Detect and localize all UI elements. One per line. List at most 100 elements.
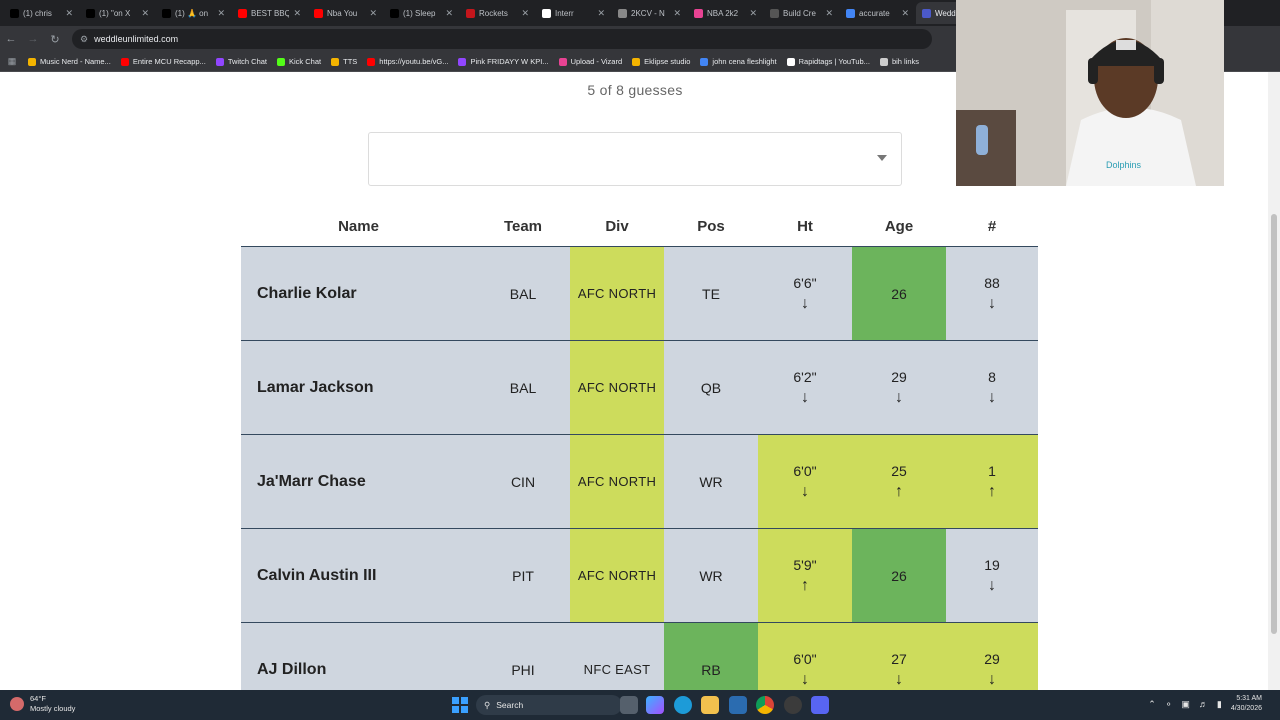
back-arrow-icon[interactable]: ← [5, 33, 17, 45]
bookmark-item[interactable]: Upload - Vizard [558, 57, 622, 66]
chevron-down-icon[interactable] [877, 155, 887, 161]
column-header-number: # [987, 218, 997, 235]
browser-tab[interactable]: Nba You ✕ [308, 2, 383, 24]
column-header-pos: Pos [697, 218, 725, 235]
height-cell: 6'0" ↓ [758, 435, 852, 528]
close-tab-icon[interactable]: ✕ [597, 7, 605, 18]
position-cell-value: WR [699, 473, 723, 490]
url-text: weddleunlimited.com [94, 34, 179, 44]
close-tab-icon[interactable]: ✕ [825, 7, 833, 18]
bookmark-item[interactable]: Entire MCU Recapp... [120, 57, 206, 66]
browser-tab[interactable]: Interr ✕ [536, 2, 611, 24]
clock[interactable]: 5:31 AM 4/30/2026 [1231, 694, 1262, 714]
division-cell-value: NFC EAST [583, 662, 651, 677]
direction-arrow-icon: ↓ [988, 670, 996, 688]
height-cell: 5'9" ↑ [758, 529, 852, 622]
bookmark-item[interactable]: https://youtu.be/vG... [367, 57, 448, 66]
browser-tab[interactable]: (1) Sleep ✕ [384, 2, 459, 24]
network-icon[interactable]: ▣ [1181, 698, 1190, 709]
direction-arrow-icon: ↓ [988, 294, 996, 312]
chrome-icon[interactable] [756, 696, 774, 714]
address-bar[interactable]: ⚙ weddleunlimited.com [72, 29, 932, 49]
position-cell: RB [664, 623, 758, 690]
bookmark-item[interactable]: bih links [879, 57, 919, 66]
close-tab-icon[interactable]: ✕ [293, 7, 301, 18]
bookmark-item[interactable]: Kick Chat [277, 57, 321, 66]
close-tab-icon[interactable]: ✕ [445, 7, 453, 18]
close-tab-icon[interactable]: ✕ [749, 7, 757, 18]
chevron-up-icon[interactable]: ⌃ [1148, 698, 1156, 709]
bookmark-label: Kick Chat [289, 57, 322, 66]
weather-temp: 64°F [30, 694, 46, 703]
browser-tab[interactable]: NBA 2k2 ✕ [688, 2, 763, 24]
browser-tab[interactable]: accurate ✕ [840, 2, 915, 24]
volume-icon[interactable]: ♬ [1198, 699, 1208, 709]
browser-tab[interactable]: 2KCV - N ✕ [612, 2, 687, 24]
column-header-name: Name [338, 218, 379, 235]
discord-icon[interactable] [811, 696, 829, 714]
close-tab-icon[interactable]: ✕ [521, 7, 529, 18]
bookmark-item[interactable]: Twitch Chat [215, 57, 267, 66]
edge-icon[interactable] [674, 696, 692, 714]
team-cell-value: BAL [509, 285, 537, 302]
age-cell: 29 ↓ [852, 341, 946, 434]
task-view-icon[interactable] [620, 696, 638, 714]
bookmark-item[interactable]: john cena fleshlight [700, 57, 777, 66]
store-icon[interactable] [729, 696, 747, 714]
windows-taskbar: 64°F Mostly cloudy ⚲ Search ⌃ ⚬ ▣ ♬ ▮ 5:… [0, 690, 1280, 720]
browser-tab[interactable]: BEST BBQ ✕ [232, 2, 307, 24]
browser-tab[interactable]: (1) chris ✕ [4, 2, 79, 24]
bookmark-item[interactable]: TTS [331, 57, 357, 66]
age-cell-value: 27 [891, 650, 907, 667]
tab-title: accurate [859, 8, 890, 18]
bookmark-label: https://youtu.be/vG... [379, 57, 449, 66]
microphone-icon[interactable]: ⚬ [1164, 698, 1173, 709]
bookmark-item[interactable]: Music Nerd - Name... [28, 57, 111, 66]
weather-widget[interactable]: 64°F Mostly cloudy [10, 694, 75, 714]
player-guess-dropdown[interactable] [368, 132, 902, 186]
apps-grid-icon[interactable]: ▦ [7, 56, 17, 66]
close-tab-icon[interactable]: ✕ [65, 7, 73, 18]
height-cell-value: 6'6" [793, 274, 817, 291]
reload-icon[interactable]: ↻ [50, 33, 60, 46]
close-tab-icon[interactable]: ✕ [141, 7, 149, 18]
player-name-value: Charlie Kolar [257, 284, 357, 302]
division-cell: AFC NORTH [570, 341, 664, 434]
jersey-number-cell: 19 ↓ [946, 529, 1038, 622]
bookmark-favicon-icon [367, 57, 376, 66]
browser-tab[interactable]: Rockets ✕ [460, 2, 535, 24]
file-explorer-icon[interactable] [701, 696, 719, 714]
obs-icon[interactable] [784, 696, 802, 714]
close-tab-icon[interactable]: ✕ [369, 7, 377, 18]
browser-tab[interactable]: Build Cre ✕ [764, 2, 839, 24]
bookmark-label: TTS [343, 57, 358, 66]
height-cell: 6'6" ↓ [758, 247, 852, 340]
bookmark-item[interactable]: Pink FRIDAYY W KPI... [458, 57, 549, 66]
close-tab-icon[interactable]: ✕ [673, 7, 681, 18]
battery-icon[interactable]: ▮ [1216, 698, 1222, 709]
division-cell: AFC NORTH [570, 529, 664, 622]
scrollbar-thumb[interactable] [1271, 214, 1277, 634]
page-scrollbar[interactable] [1268, 72, 1280, 690]
forward-arrow-icon[interactable]: → [27, 33, 39, 45]
browser-tab[interactable]: (1) "on X ✕ [80, 2, 155, 24]
browser-tab[interactable]: (1) 🙏 on ✕ [156, 2, 231, 24]
jersey-number-cell-value: 29 [984, 650, 1000, 667]
age-cell-value: 25 [891, 462, 907, 479]
jersey-number-cell-value: 19 [984, 556, 1000, 573]
player-name-value: Ja'Marr Chase [257, 472, 366, 490]
windows-start-icon[interactable] [452, 697, 468, 713]
direction-arrow-icon: ↓ [801, 670, 809, 688]
site-info-icon[interactable]: ⚙ [80, 33, 89, 44]
copilot-icon[interactable] [646, 696, 664, 714]
guess-table: Charlie Kolar BAL AFC NORTH TE 6'6" ↓ 26 88 ↓ Lam… [241, 246, 1038, 690]
weather-desc: Mostly cloudy [30, 704, 76, 713]
close-tab-icon[interactable]: ✕ [901, 7, 909, 18]
bookmark-item[interactable]: Eklipse studio [632, 57, 690, 66]
tab-favicon-icon [390, 8, 399, 18]
taskbar-search[interactable]: ⚲ Search [476, 695, 622, 715]
taskbar-search-label: Search [496, 700, 524, 710]
bookmark-item[interactable]: Rapidtags | YouTub... [786, 57, 870, 66]
close-tab-icon[interactable]: ✕ [217, 7, 225, 18]
height-cell-value: 6'2" [793, 368, 817, 385]
